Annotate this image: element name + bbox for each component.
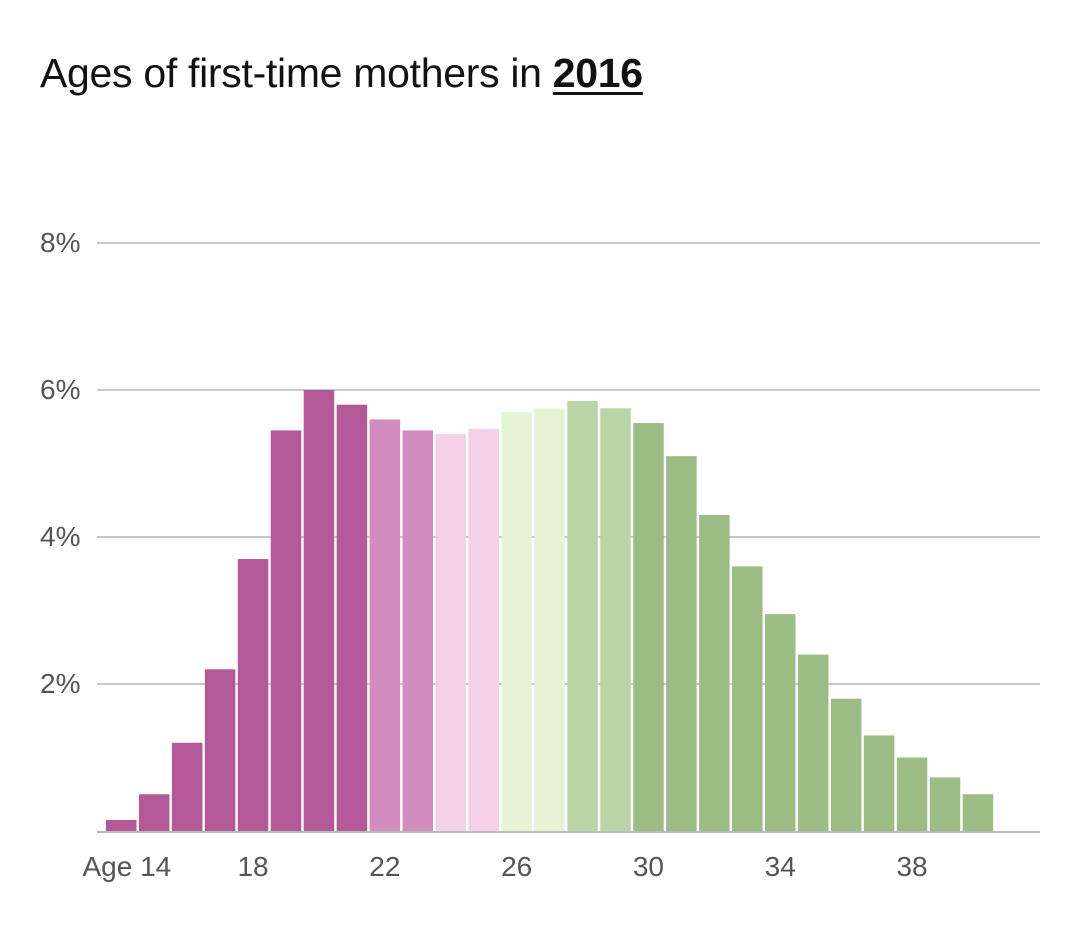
bar-age-37 — [863, 735, 895, 831]
bar-age-28 — [567, 401, 598, 831]
y-tick-label: 8% — [40, 227, 80, 258]
bar-age-40 — [962, 794, 994, 831]
bar-age-30 — [633, 423, 664, 831]
y-tick-label: 2% — [40, 668, 80, 699]
bar-age-21 — [336, 404, 368, 831]
chart-title-text: Ages of first-time mothers in — [40, 50, 542, 96]
x-tick-label: Age 14 — [83, 851, 172, 882]
x-tick-label: 18 — [237, 851, 268, 882]
x-tick-label: 22 — [369, 851, 400, 882]
x-tick-label: 38 — [896, 851, 927, 882]
bar-age-20 — [303, 390, 335, 831]
bar-age-39 — [929, 777, 961, 831]
y-tick-label: 6% — [40, 374, 80, 405]
bar-age-26 — [501, 412, 532, 831]
bar-age-36 — [830, 698, 862, 831]
y-tick-label: 4% — [40, 521, 80, 552]
bar-age-34 — [765, 614, 796, 831]
x-tick-label: 34 — [765, 851, 796, 882]
bar-age-17 — [204, 669, 236, 831]
bar-age-22 — [369, 419, 401, 831]
bar-age-25 — [468, 428, 499, 831]
bar-age-18 — [237, 559, 269, 831]
bar-age-24 — [435, 434, 466, 831]
bar-age-32 — [699, 514, 730, 831]
bar-age-19 — [270, 430, 302, 831]
bar-age-16 — [171, 742, 203, 831]
bar-age-31 — [666, 456, 697, 831]
bar-age-15 — [138, 794, 170, 831]
chart-title-year: 2016 — [552, 50, 643, 96]
axes: 2% 4% 6% 8% Age 14 18 22 26 30 34 38 — [40, 227, 1040, 882]
bar-age-27 — [534, 408, 565, 831]
bar-age-33 — [732, 566, 763, 831]
x-tick-label: 30 — [633, 851, 664, 882]
bar-age-35 — [797, 654, 829, 831]
bar-age-38 — [896, 757, 928, 831]
bars — [106, 390, 994, 831]
chart-title: Ages of first-time mothers in 2016 — [40, 50, 643, 97]
x-tick-label: 26 — [501, 851, 532, 882]
bar-age-29 — [600, 408, 631, 831]
bar-age-14 — [106, 819, 137, 831]
bar-age-23 — [402, 430, 434, 831]
